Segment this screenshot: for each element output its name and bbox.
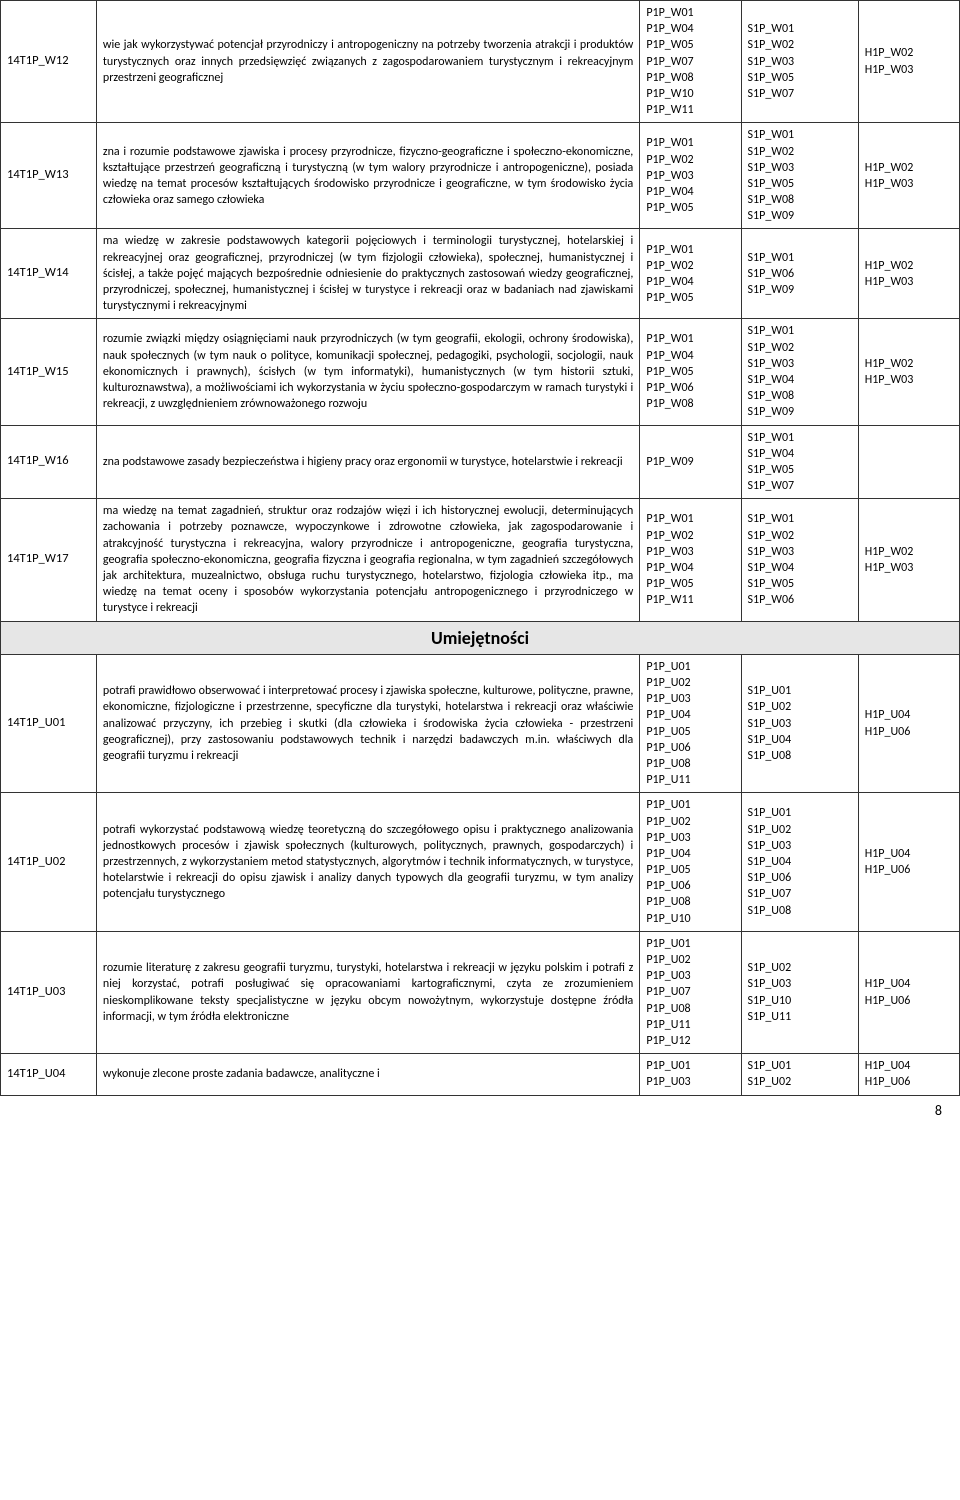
ref-codes-s: S1P_W01 S1P_W02 S1P_W03 S1P_W04 S1P_W08 … xyxy=(741,319,858,425)
code-list: H1P_U04 H1P_U06 xyxy=(865,976,953,1008)
ref-codes-s: S1P_W01 S1P_W02 S1P_W03 S1P_W04 S1P_W05 … xyxy=(741,499,858,621)
ref-codes-p: P1P_W01 P1P_W02 P1P_W03 P1P_W04 P1P_W05 … xyxy=(640,499,741,621)
code-list: P1P_W01 P1P_W02 P1P_W03 P1P_W04 P1P_W05 xyxy=(646,135,734,216)
ref-codes-s: S1P_W01 S1P_W04 S1P_W05 S1P_W07 xyxy=(741,425,858,499)
ref-codes-p: P1P_W09 xyxy=(640,425,741,499)
code-list: H1P_W02 H1P_W03 xyxy=(865,45,953,77)
ref-codes-p: P1P_W01 P1P_W04 P1P_W05 P1P_W06 P1P_W08 xyxy=(640,319,741,425)
ref-codes-s: S1P_U01 S1P_U02 S1P_U03 S1P_U04 S1P_U08 xyxy=(741,654,858,793)
code-list: P1P_U01 P1P_U02 P1P_U03 P1P_U04 P1P_U05 … xyxy=(646,659,734,789)
ref-codes-h: H1P_W02 H1P_W03 xyxy=(858,1,959,123)
code-list: H1P_W02 H1P_W03 xyxy=(865,544,953,576)
outcome-code: 14T1P_W12 xyxy=(1,1,97,123)
ref-codes-s: S1P_W01 S1P_W02 S1P_W03 S1P_W05 S1P_W08 … xyxy=(741,123,858,229)
code-list: S1P_U01 S1P_U02 S1P_U03 S1P_U04 S1P_U08 xyxy=(748,683,852,764)
code-list: P1P_W01 P1P_W04 P1P_W05 P1P_W06 P1P_W08 xyxy=(646,331,734,412)
code-list: H1P_U04 H1P_U06 xyxy=(865,1058,953,1090)
ref-codes-h: H1P_W02 H1P_W03 xyxy=(858,319,959,425)
outcome-code: 14T1P_U01 xyxy=(1,654,97,793)
ref-codes-p: P1P_W01 P1P_W02 P1P_W04 P1P_W05 xyxy=(640,229,741,319)
code-list: S1P_W01 S1P_W02 S1P_W03 S1P_W04 S1P_W05 … xyxy=(748,511,852,608)
outcome-code: 14T1P_W14 xyxy=(1,229,97,319)
code-list: S1P_W01 S1P_W02 S1P_W03 S1P_W04 S1P_W08 … xyxy=(748,323,852,420)
table-row: 14T1P_W14ma wiedzę w zakresie podstawowy… xyxy=(1,229,960,319)
code-list: S1P_U01 S1P_U02 xyxy=(748,1058,852,1090)
table-row: 14T1P_W15rozumie związki między osiągnię… xyxy=(1,319,960,425)
outcome-code: 14T1P_U04 xyxy=(1,1054,97,1095)
code-list: P1P_U01 P1P_U02 P1P_U03 P1P_U07 P1P_U08 … xyxy=(646,936,734,1049)
code-list: S1P_W01 S1P_W02 S1P_W03 S1P_W05 S1P_W08 … xyxy=(748,127,852,224)
table-row: Umiejętności xyxy=(1,621,960,654)
ref-codes-s: S1P_U02 S1P_U03 S1P_U10 S1P_U11 xyxy=(741,931,858,1053)
code-list: P1P_U01 P1P_U03 xyxy=(646,1058,734,1090)
table-row: 14T1P_U02potrafi wykorzystać podstawową … xyxy=(1,793,960,932)
ref-codes-p: P1P_U01 P1P_U02 P1P_U03 P1P_U04 P1P_U05 … xyxy=(640,793,741,932)
ref-codes-p: P1P_U01 P1P_U02 P1P_U03 P1P_U07 P1P_U08 … xyxy=(640,931,741,1053)
code-list: S1P_W01 S1P_W04 S1P_W05 S1P_W07 xyxy=(748,430,852,495)
ref-codes-h: H1P_U04 H1P_U06 xyxy=(858,1054,959,1095)
table-row: 14T1P_U01potrafi prawidłowo obserwować i… xyxy=(1,654,960,793)
table-row: 14T1P_U03rozumie literaturę z zakresu ge… xyxy=(1,931,960,1053)
outcome-description: zna podstawowe zasady bezpieczeństwa i h… xyxy=(96,425,639,499)
ref-codes-p: P1P_W01 P1P_W02 P1P_W03 P1P_W04 P1P_W05 xyxy=(640,123,741,229)
section-header: Umiejętności xyxy=(1,621,960,654)
code-list: P1P_W01 P1P_W02 P1P_W04 P1P_W05 xyxy=(646,242,734,307)
ref-codes-h: H1P_U04 H1P_U06 xyxy=(858,931,959,1053)
table-row: 14T1P_W12wie jak wykorzystywać potencjał… xyxy=(1,1,960,123)
code-list: H1P_U04 H1P_U06 xyxy=(865,846,953,878)
ref-codes-p: P1P_U01 P1P_U03 xyxy=(640,1054,741,1095)
ref-codes-h: H1P_U04 H1P_U06 xyxy=(858,654,959,793)
code-list: H1P_W02 H1P_W03 xyxy=(865,160,953,192)
ref-codes-h: H1P_W02 H1P_W03 xyxy=(858,229,959,319)
ref-codes-p: P1P_W01 P1P_W04 P1P_W05 P1P_W07 P1P_W08 … xyxy=(640,1,741,123)
outcome-description: potrafi prawidłowo obserwować i interpre… xyxy=(96,654,639,793)
ref-codes-s: S1P_W01 S1P_W06 S1P_W09 xyxy=(741,229,858,319)
outcome-code: 14T1P_W13 xyxy=(1,123,97,229)
table-row: 14T1P_U04wykonuje zlecone proste zadania… xyxy=(1,1054,960,1095)
table-row: 14T1P_W17ma wiedzę na temat zagadnień, s… xyxy=(1,499,960,621)
ref-codes-s: S1P_U01 S1P_U02 xyxy=(741,1054,858,1095)
outcome-code: 14T1P_U03 xyxy=(1,931,97,1053)
code-list: H1P_W02 H1P_W03 xyxy=(865,258,953,290)
code-list: P1P_W01 P1P_W02 P1P_W03 P1P_W04 P1P_W05 … xyxy=(646,511,734,608)
code-list: H1P_W02 H1P_W03 xyxy=(865,356,953,388)
outcome-code: 14T1P_W15 xyxy=(1,319,97,425)
outcome-description: rozumie związki między osiągnięciami nau… xyxy=(96,319,639,425)
ref-codes-h: H1P_W02 H1P_W03 xyxy=(858,123,959,229)
outcome-description: potrafi wykorzystać podstawową wiedzę te… xyxy=(96,793,639,932)
outcome-code: 14T1P_W17 xyxy=(1,499,97,621)
outcome-code: 14T1P_U02 xyxy=(1,793,97,932)
outcome-code: 14T1P_W16 xyxy=(1,425,97,499)
code-list: S1P_W01 S1P_W02 S1P_W03 S1P_W05 S1P_W07 xyxy=(748,21,852,102)
code-list: P1P_U01 P1P_U02 P1P_U03 P1P_U04 P1P_U05 … xyxy=(646,797,734,927)
outcome-description: wie jak wykorzystywać potencjał przyrodn… xyxy=(96,1,639,123)
ref-codes-s: S1P_W01 S1P_W02 S1P_W03 S1P_W05 S1P_W07 xyxy=(741,1,858,123)
outcome-description: ma wiedzę w zakresie podstawowych katego… xyxy=(96,229,639,319)
code-list: S1P_U02 S1P_U03 S1P_U10 S1P_U11 xyxy=(748,960,852,1025)
outcome-description: wykonuje zlecone proste zadania badawcze… xyxy=(96,1054,639,1095)
code-list: S1P_W01 S1P_W06 S1P_W09 xyxy=(748,250,852,299)
ref-codes-s: S1P_U01 S1P_U02 S1P_U03 S1P_U04 S1P_U06 … xyxy=(741,793,858,932)
table-row: 14T1P_W16zna podstawowe zasady bezpiecze… xyxy=(1,425,960,499)
ref-codes-h: H1P_W02 H1P_W03 xyxy=(858,499,959,621)
code-list: S1P_U01 S1P_U02 S1P_U03 S1P_U04 S1P_U06 … xyxy=(748,805,852,918)
outcomes-table: 14T1P_W12wie jak wykorzystywać potencjał… xyxy=(0,0,960,1096)
code-list: P1P_W01 P1P_W04 P1P_W05 P1P_W07 P1P_W08 … xyxy=(646,5,734,118)
page-number: 8 xyxy=(0,1096,960,1129)
table-row: 14T1P_W13zna i rozumie podstawowe zjawis… xyxy=(1,123,960,229)
ref-codes-h: H1P_U04 H1P_U06 xyxy=(858,793,959,932)
ref-codes-p: P1P_U01 P1P_U02 P1P_U03 P1P_U04 P1P_U05 … xyxy=(640,654,741,793)
code-list: H1P_U04 H1P_U06 xyxy=(865,707,953,739)
outcome-description: ma wiedzę na temat zagadnień, struktur o… xyxy=(96,499,639,621)
outcome-description: zna i rozumie podstawowe zjawiska i proc… xyxy=(96,123,639,229)
code-list: P1P_W09 xyxy=(646,454,734,470)
ref-codes-h xyxy=(858,425,959,499)
outcome-description: rozumie literaturę z zakresu geografii t… xyxy=(96,931,639,1053)
